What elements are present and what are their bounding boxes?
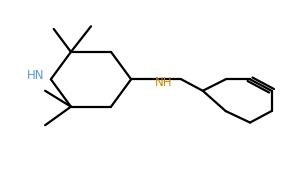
Text: HN: HN xyxy=(26,69,44,82)
Text: NH: NH xyxy=(155,76,173,89)
